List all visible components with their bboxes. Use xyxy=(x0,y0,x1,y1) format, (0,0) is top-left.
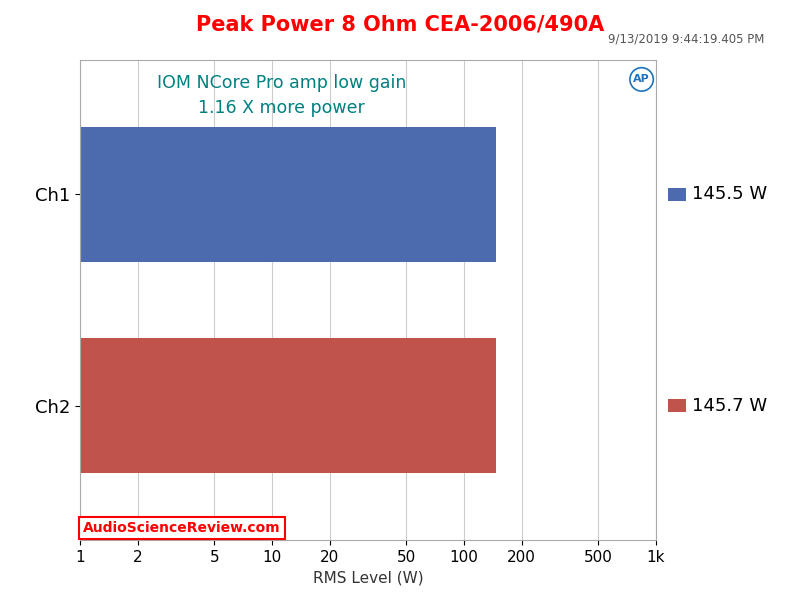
Bar xyxy=(80,338,496,473)
Text: AP: AP xyxy=(634,74,650,85)
Text: AudioScienceReview.com: AudioScienceReview.com xyxy=(83,521,281,535)
Text: 145.7 W: 145.7 W xyxy=(692,397,767,415)
Text: 145.5 W: 145.5 W xyxy=(692,185,767,203)
Bar xyxy=(80,127,496,262)
X-axis label: RMS Level (W): RMS Level (W) xyxy=(313,570,423,585)
Text: Peak Power 8 Ohm CEA-2006/490A: Peak Power 8 Ohm CEA-2006/490A xyxy=(196,15,604,35)
Text: IOM NCore Pro amp low gain
1.16 X more power: IOM NCore Pro amp low gain 1.16 X more p… xyxy=(157,74,406,118)
Text: 9/13/2019 9:44:19.405 PM: 9/13/2019 9:44:19.405 PM xyxy=(608,33,764,46)
